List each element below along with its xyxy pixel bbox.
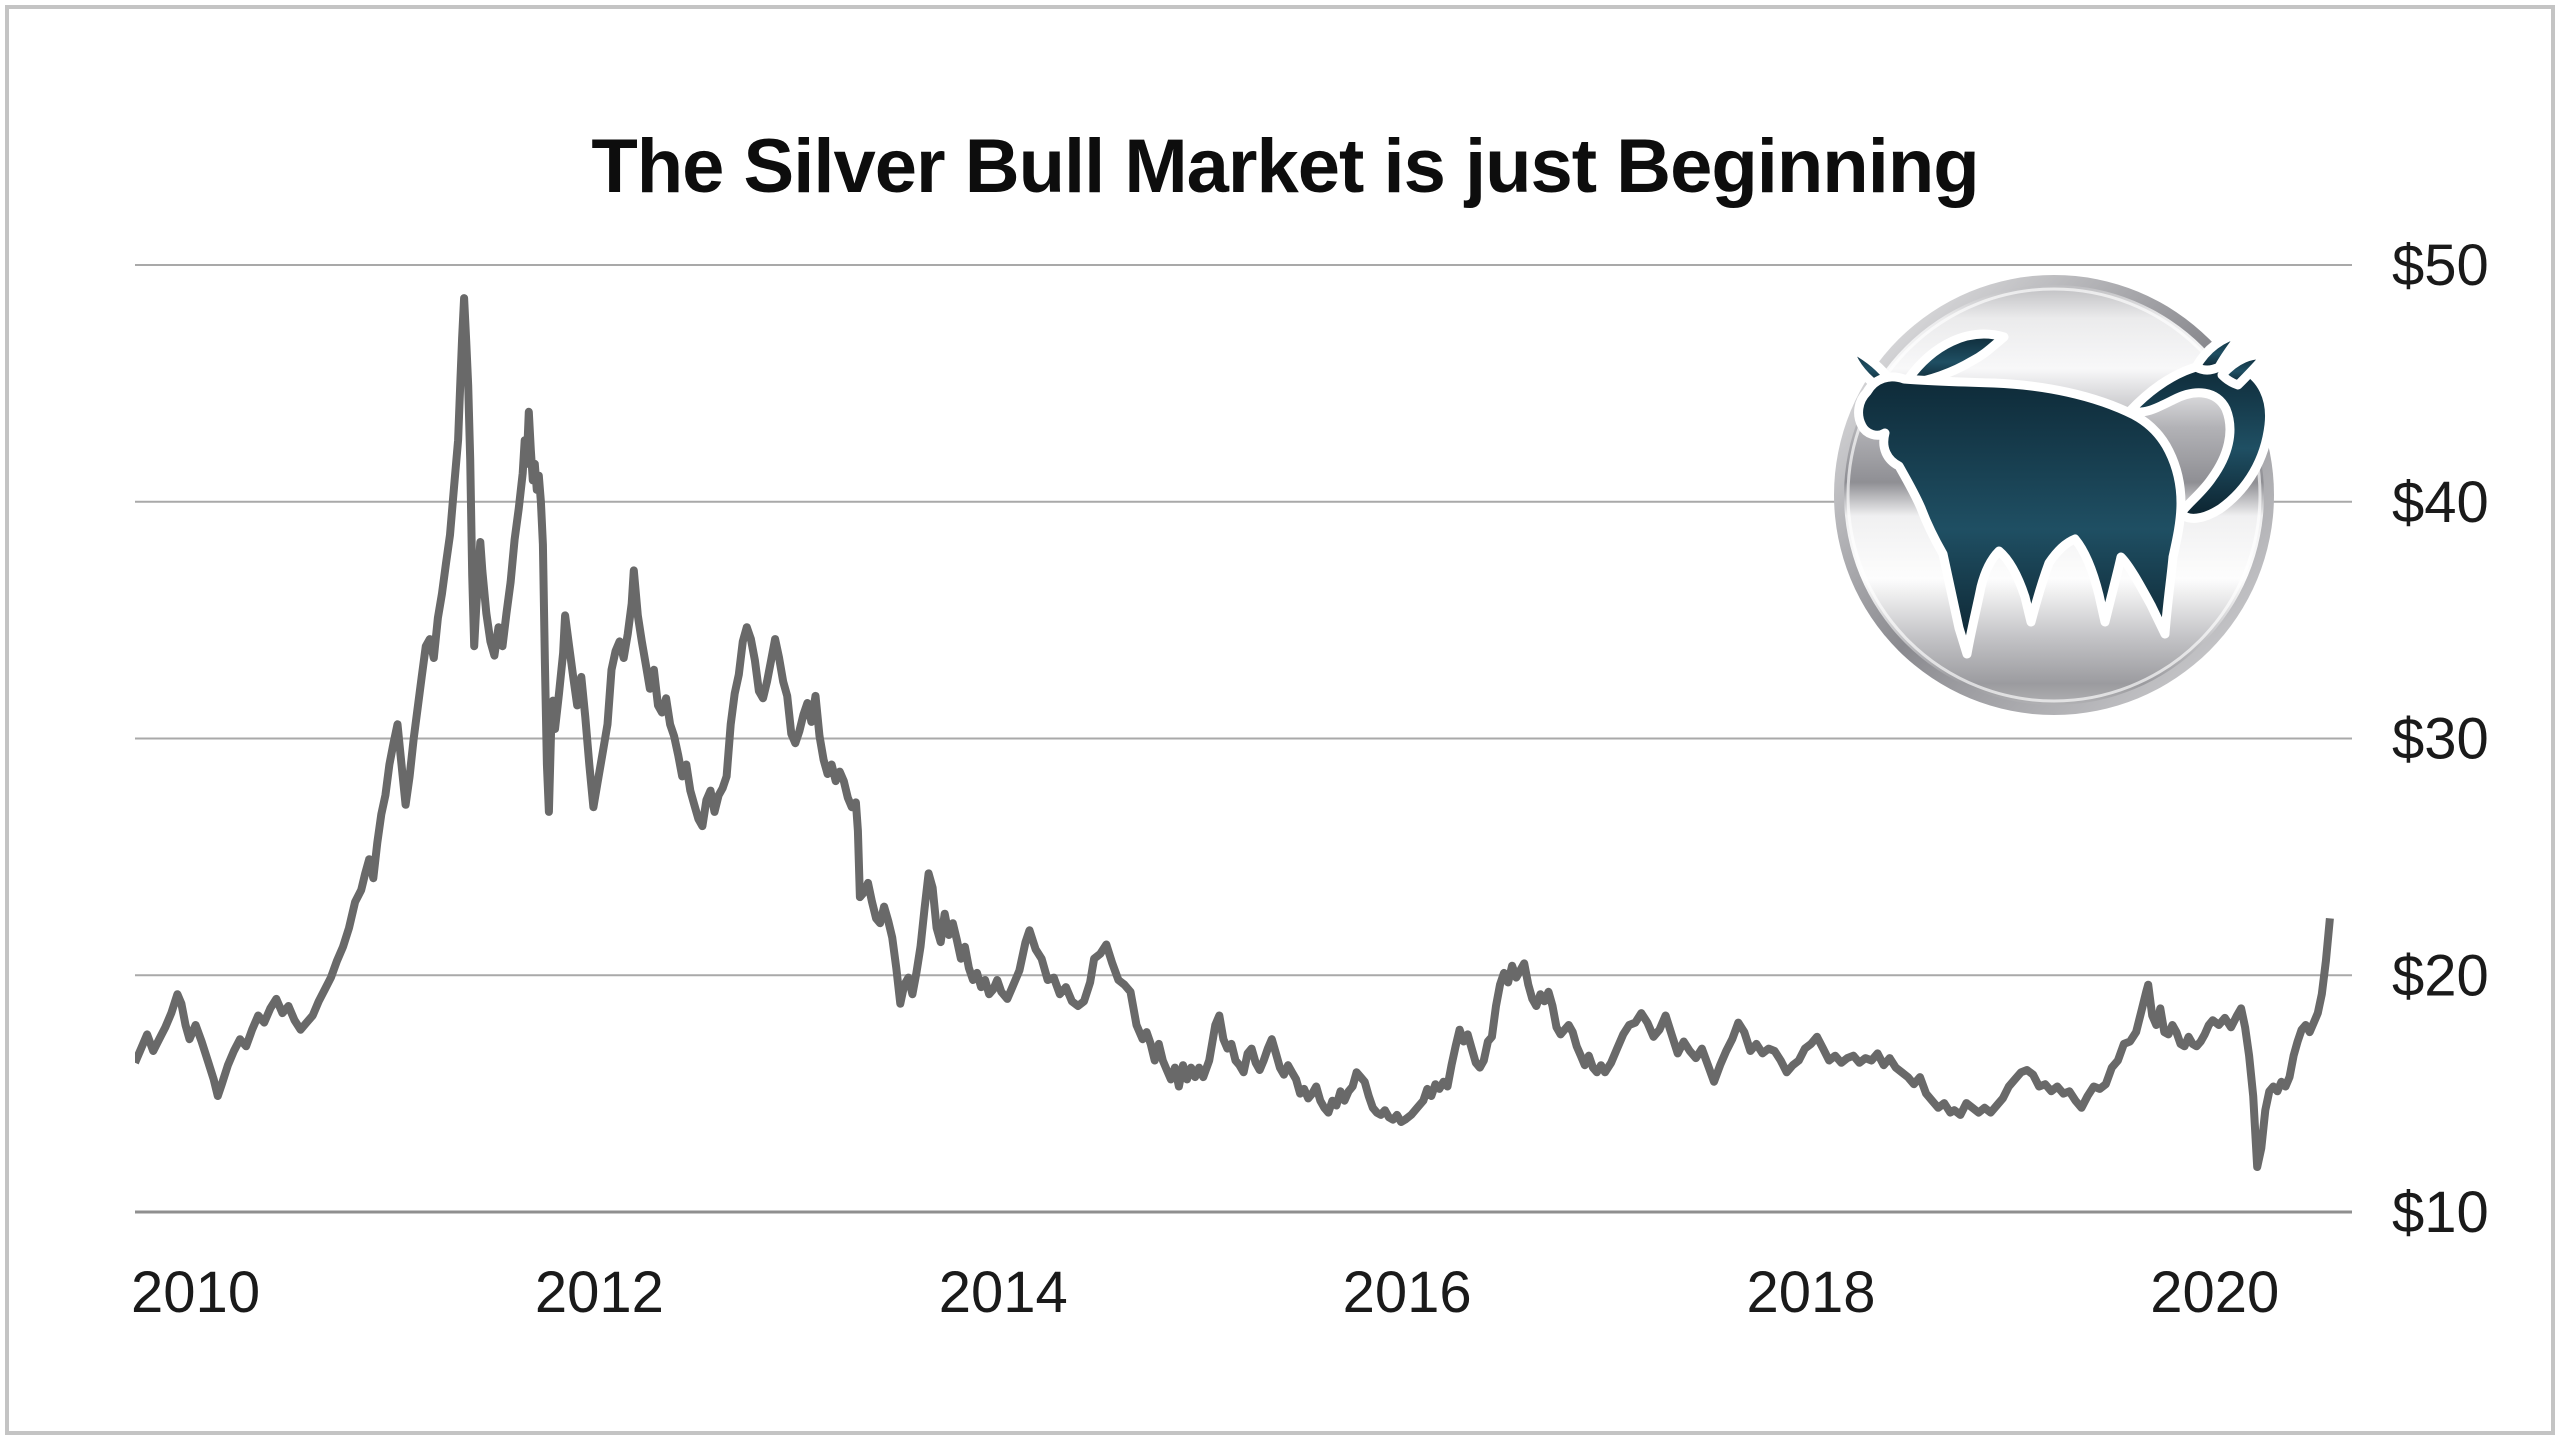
- y-axis-label-50: $50: [2392, 233, 2489, 298]
- x-axis-label-2020: 2020: [2150, 1260, 2279, 1325]
- x-axis-labels-group: 2010 2012 2014 2016 2018 2020: [131, 1260, 2279, 1325]
- y-axis-label-20: $20: [2392, 943, 2489, 1008]
- x-axis-label-2018: 2018: [1746, 1260, 1875, 1325]
- silver-price-line: [135, 294, 2334, 1171]
- chart-title: The Silver Bull Market is just Beginning: [591, 124, 1978, 209]
- bull-icon: [1844, 328, 2275, 659]
- y-axis-label-40: $40: [2392, 470, 2489, 535]
- y-axis-label-10: $10: [2392, 1180, 2489, 1245]
- coin-inner-rim-highlight: [1846, 287, 2262, 703]
- y-axis-labels-group: $10 $20 $30 $40 $50: [2392, 233, 2489, 1245]
- bull-horn-right: [1899, 329, 2009, 390]
- x-axis-label-2016: 2016: [1343, 1260, 1472, 1325]
- bull-body: [1854, 372, 2186, 659]
- y-axis-label-30: $30: [2392, 707, 2489, 772]
- x-axis-label-2012: 2012: [535, 1260, 664, 1325]
- x-axis-label-2010: 2010: [131, 1260, 260, 1325]
- image-frame-border: [5, 5, 2555, 1435]
- silver-bull-coin-logo: [1834, 275, 2275, 715]
- x-axis-label-2014: 2014: [939, 1260, 1068, 1325]
- bull-tail-tuft-2: [2217, 350, 2271, 390]
- bull-tail-tuft: [2191, 328, 2247, 375]
